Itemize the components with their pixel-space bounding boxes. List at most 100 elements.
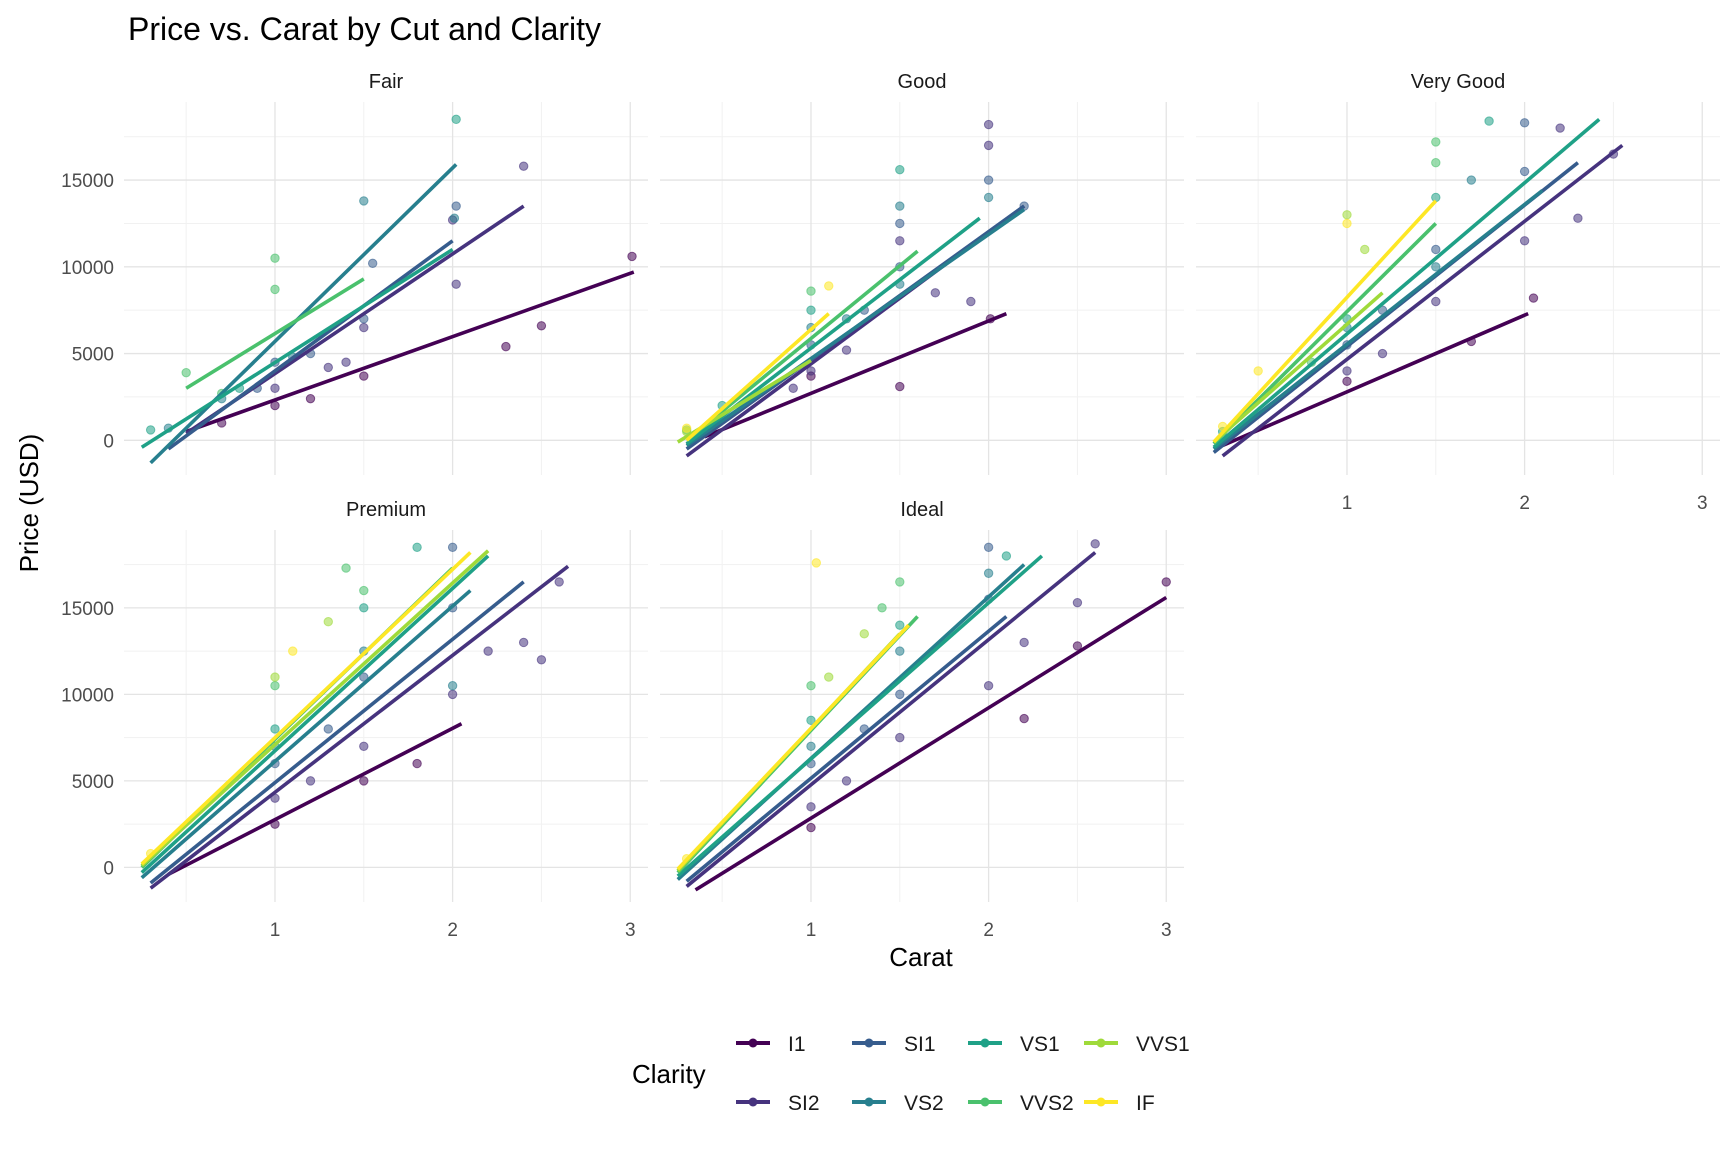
legend-item-si2: SI2 (736, 1092, 820, 1115)
data-point (1019, 637, 1029, 648)
data-point (501, 341, 511, 352)
y-tick-label: 5000 (72, 772, 114, 793)
y-tick-label: 0 (103, 858, 114, 879)
x-tick-label: 2 (447, 920, 458, 941)
trend-line-if (1212, 199, 1438, 444)
legend-label: VVS1 (1136, 1033, 1190, 1056)
legend-key-point (864, 1038, 874, 1048)
data-point (323, 362, 333, 373)
legend-key-point (1096, 1038, 1106, 1048)
data-point (806, 741, 816, 751)
data-point (1431, 296, 1441, 307)
x-tick-label: 3 (625, 920, 636, 941)
data-point (359, 741, 369, 751)
data-point (806, 822, 816, 833)
chart-title: Price vs. Carat by Cut and Clarity (128, 11, 601, 47)
data-point (359, 322, 369, 333)
data-point (554, 577, 564, 587)
data-point (1555, 123, 1565, 133)
data-point (895, 577, 905, 587)
facet-label: Ideal (900, 499, 943, 521)
data-point (447, 689, 458, 700)
data-point (930, 288, 941, 298)
data-point (983, 542, 994, 553)
data-point (1342, 218, 1352, 229)
data-point (1519, 118, 1530, 128)
data-point (270, 383, 280, 393)
data-point (895, 620, 905, 630)
trend-line-vs1 (140, 247, 454, 449)
x-tick-label: 1 (270, 920, 281, 941)
trend-line-vs1 (1212, 117, 1601, 449)
data-point (449, 213, 460, 223)
trend-line-vs2 (1212, 189, 1544, 451)
data-point (1466, 175, 1477, 185)
facet-ideal: Ideal 1 2 3 (660, 499, 1184, 941)
data-point (895, 646, 905, 656)
data-point (359, 196, 369, 206)
data-point (806, 305, 816, 315)
data-point (1431, 262, 1441, 272)
legend-item-vvs1: VVS1 (1084, 1033, 1190, 1056)
data-point (681, 423, 692, 433)
data-point (1161, 577, 1171, 587)
data-point (983, 568, 994, 578)
data-point (788, 383, 798, 393)
trend-line-si1 (685, 615, 1008, 883)
x-tick-label: 1 (806, 920, 817, 941)
trend-line-vvs2 (685, 249, 919, 442)
x-tick-label: 2 (1519, 493, 1530, 514)
legend-key-point (980, 1038, 990, 1048)
data-point (1360, 244, 1370, 255)
data-point (877, 603, 887, 613)
data-point (841, 776, 852, 786)
y-tick-label: 0 (103, 431, 114, 452)
legend-key-point (748, 1038, 758, 1048)
trend-line-si2 (149, 564, 570, 890)
data-point (451, 279, 461, 289)
legend-key-point (1096, 1097, 1106, 1107)
data-point (305, 776, 316, 786)
data-point (483, 646, 493, 656)
trend-line-si2 (685, 551, 1097, 888)
data-point (895, 201, 905, 211)
trend-line-vvs2 (185, 277, 365, 390)
data-point (288, 646, 298, 656)
legend-item-vs2: VS2 (852, 1092, 944, 1115)
facet-good: Good (660, 71, 1184, 475)
data-point (359, 585, 369, 596)
facet-label: Fair (369, 71, 404, 93)
legend-label: SI2 (788, 1092, 820, 1115)
x-tick-label: 2 (983, 920, 994, 941)
data-point (359, 672, 369, 682)
data-point (1377, 348, 1388, 359)
data-point (1519, 236, 1530, 246)
data-point (806, 286, 816, 296)
data-point (983, 119, 994, 130)
facet-premium: Premium 0 5000 10000 15000 1 2 3 (61, 499, 648, 941)
legend-key-point (864, 1097, 874, 1107)
y-tick-label: 10000 (61, 258, 114, 279)
data-point (1431, 137, 1441, 147)
data-point (895, 218, 905, 229)
trend-line-vvs1 (140, 549, 490, 867)
trend-line-if (685, 312, 830, 442)
x-axis-title: Carat (889, 942, 953, 972)
legend-key-point (748, 1097, 758, 1107)
data-point (1431, 244, 1441, 255)
data-point (806, 366, 816, 376)
legend-item-if: IF (1084, 1092, 1155, 1115)
data-point (1072, 597, 1083, 608)
data-point (359, 371, 369, 381)
y-axis-title: Price (USD) (14, 434, 44, 573)
data-point (627, 251, 637, 262)
facet-very-good: Very Good 1 2 3 (1196, 71, 1720, 514)
trend-line-si2 (1221, 143, 1624, 458)
data-point (1484, 116, 1494, 126)
facet-fair: Fair 0 5000 10000 15000 (61, 71, 648, 475)
data-point (412, 542, 422, 553)
legend-item-vs1: VS1 (968, 1033, 1060, 1056)
legend-label: IF (1136, 1092, 1155, 1115)
